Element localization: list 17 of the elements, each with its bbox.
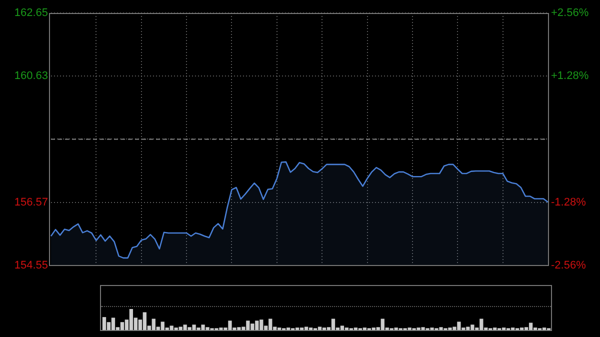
- bar: [331, 318, 336, 330]
- y-tick-label: 162.65: [14, 7, 48, 20]
- bar: [111, 318, 116, 330]
- y2-tick-label: +1.28%: [551, 70, 589, 82]
- y2-tick-label: -2.56%: [551, 259, 586, 272]
- bar: [340, 326, 344, 330]
- bar: [102, 317, 106, 330]
- y-tick-label: 154.55: [14, 259, 48, 272]
- y2-tick-label: -1.28%: [551, 196, 586, 208]
- bar: [528, 322, 533, 330]
- bar: [120, 322, 124, 330]
- y-tick-label: 156.57: [14, 196, 48, 208]
- y-tick-label: 160.63: [14, 70, 48, 82]
- bar: [129, 309, 134, 330]
- bar: [318, 326, 322, 330]
- bar: [304, 326, 308, 330]
- y2-tick-label: +2.56%: [551, 7, 589, 20]
